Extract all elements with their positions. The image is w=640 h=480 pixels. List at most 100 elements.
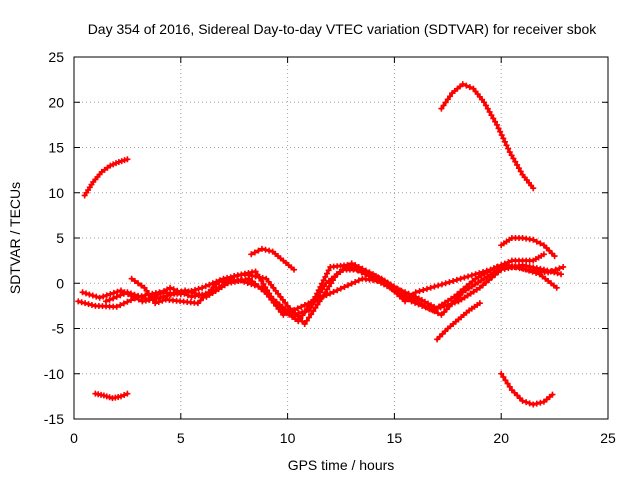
data-point xyxy=(202,283,209,290)
data-point xyxy=(263,290,270,297)
data-point xyxy=(327,290,334,297)
data-point xyxy=(540,251,547,258)
data-point xyxy=(261,287,268,294)
data-point xyxy=(164,286,171,293)
data-point xyxy=(442,280,449,287)
data-point xyxy=(533,269,540,276)
data-point xyxy=(316,295,323,302)
data-point xyxy=(416,288,423,295)
data-point xyxy=(135,292,142,299)
data-point xyxy=(113,303,120,310)
data-point xyxy=(167,291,174,298)
data-point xyxy=(292,316,299,323)
data-point xyxy=(266,247,273,254)
data-point xyxy=(106,296,113,303)
data-point xyxy=(522,266,529,273)
data-point xyxy=(458,296,465,303)
data-point xyxy=(482,279,489,286)
data-point xyxy=(320,277,327,284)
data-point xyxy=(115,158,122,165)
data-point xyxy=(545,269,552,276)
data-point xyxy=(514,161,521,168)
data-point xyxy=(103,393,110,400)
data-point xyxy=(270,299,277,306)
data-point xyxy=(215,284,222,291)
data-point xyxy=(465,273,472,280)
data-point xyxy=(138,282,145,289)
data-point xyxy=(251,282,258,289)
y-tick-label: 0 xyxy=(56,275,64,291)
data-point xyxy=(181,290,188,297)
y-tick-label: -15 xyxy=(44,411,64,427)
data-point xyxy=(155,298,162,305)
data-point xyxy=(506,383,513,390)
data-point xyxy=(415,301,422,308)
data-point xyxy=(512,158,519,165)
data-point xyxy=(429,307,436,314)
data-point xyxy=(107,291,114,298)
data-point xyxy=(195,285,202,292)
data-point xyxy=(164,292,171,299)
data-point xyxy=(154,291,161,298)
data-point xyxy=(472,271,479,278)
data-point xyxy=(479,282,486,289)
data-point xyxy=(252,268,259,275)
data-point xyxy=(471,281,478,288)
data-point xyxy=(170,286,177,293)
x-axis-label: GPS time / hours xyxy=(288,457,395,473)
data-point xyxy=(138,294,145,301)
data-point xyxy=(483,267,490,274)
data-point xyxy=(533,238,540,245)
data-point xyxy=(467,290,474,297)
data-point xyxy=(174,287,181,294)
data-point xyxy=(143,287,150,294)
data-point xyxy=(498,370,505,377)
data-point xyxy=(500,374,507,381)
y-tick-label: 10 xyxy=(48,185,64,201)
data-point xyxy=(121,392,128,399)
data-point xyxy=(266,293,273,300)
data-point xyxy=(445,297,452,304)
data-point xyxy=(255,247,262,254)
data-point xyxy=(141,284,148,291)
data-point xyxy=(267,281,274,288)
data-point xyxy=(157,289,164,296)
data-point xyxy=(468,272,475,279)
data-point xyxy=(277,308,284,315)
data-point xyxy=(82,300,89,307)
data-point xyxy=(258,245,265,252)
data-point xyxy=(152,300,159,307)
data-point xyxy=(301,320,308,327)
data-point xyxy=(263,275,270,282)
data-point xyxy=(334,287,341,294)
data-point xyxy=(515,263,522,270)
data-point xyxy=(515,165,522,172)
data-point xyxy=(317,283,324,290)
series-arc-d xyxy=(498,370,556,408)
data-point xyxy=(422,304,429,311)
data-point xyxy=(106,394,113,401)
data-point xyxy=(260,280,267,287)
data-point xyxy=(312,297,319,304)
data-point xyxy=(552,266,559,273)
data-point xyxy=(270,284,277,291)
data-point xyxy=(530,401,537,408)
data-point xyxy=(466,84,473,91)
y-tick-label: -5 xyxy=(52,321,65,337)
data-point xyxy=(314,290,321,297)
data-point xyxy=(151,293,158,300)
data-point xyxy=(110,295,117,302)
data-point xyxy=(78,299,85,306)
data-point xyxy=(461,274,468,281)
data-point xyxy=(344,262,351,269)
data-point xyxy=(145,290,152,297)
series-arc-b xyxy=(92,390,131,402)
data-point xyxy=(476,270,483,277)
data-point xyxy=(103,292,110,299)
data-point xyxy=(184,292,191,299)
data-point xyxy=(439,301,446,308)
data-point xyxy=(560,263,567,270)
data-point xyxy=(487,266,494,273)
data-point xyxy=(355,277,362,284)
data-point xyxy=(303,306,310,313)
